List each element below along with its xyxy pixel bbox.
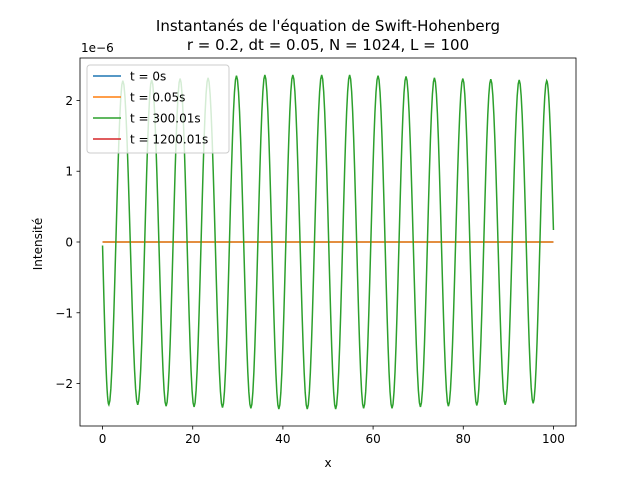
y-tick-label: 1 — [65, 165, 73, 179]
legend-label: t = 1200.01s — [130, 133, 208, 147]
legend-label: t = 0.05s — [130, 91, 185, 105]
chart-subtitle: r = 0.2, dt = 0.05, N = 1024, L = 100 — [187, 36, 469, 54]
y-axis-label: Intensité — [31, 218, 45, 271]
y-tick-label: −2 — [55, 377, 73, 391]
legend-box — [86, 64, 230, 154]
x-tick-label: 100 — [542, 432, 565, 446]
x-tick-label: 40 — [275, 432, 290, 446]
y-tick-label: −1 — [55, 306, 73, 320]
x-tick-label: 20 — [185, 432, 200, 446]
chart-title: Instantanés de l'équation de Swift-Hohen… — [156, 17, 500, 35]
y-tick-label: 0 — [65, 236, 73, 250]
x-tick-label: 80 — [456, 432, 471, 446]
series-line-2 — [101, 74, 555, 410]
legend-label: t = 0s — [130, 70, 166, 84]
x-tick-label: 60 — [365, 432, 380, 446]
y-offset-label: 1e−6 — [81, 41, 114, 55]
x-axis-label: x — [324, 456, 331, 470]
legend-label: t = 300.01s — [130, 112, 201, 126]
y-tick-label: 2 — [65, 94, 73, 108]
x-tick-label: 0 — [99, 432, 107, 446]
